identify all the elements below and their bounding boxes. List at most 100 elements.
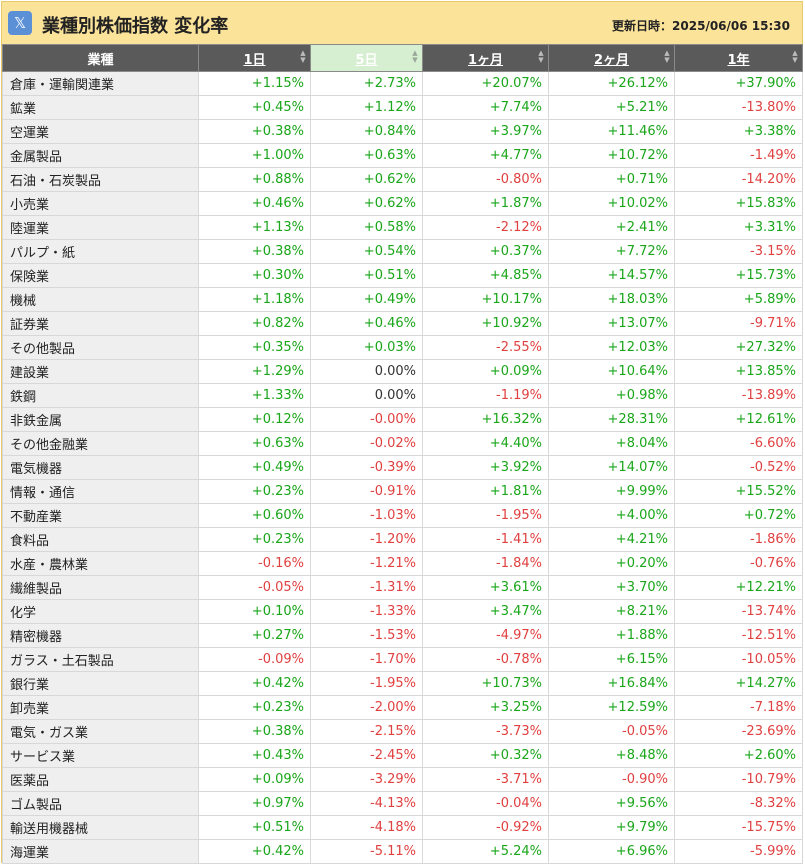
- sector-name-cell: 卸売業: [2, 695, 199, 720]
- change-2m-cell: +26.12%: [548, 71, 675, 96]
- change-1d-cell: +0.38%: [198, 239, 311, 264]
- table-row: 鉱業 +0.45% +1.12% +7.74% +5.21% -13.80%: [2, 95, 803, 120]
- table-row: 卸売業 +0.23% -2.00% +3.25% +12.59% -7.18%: [2, 695, 803, 720]
- change-5d-cell: +0.62%: [310, 167, 423, 192]
- change-1m-cell: -2.12%: [422, 215, 549, 240]
- sector-name-cell: 食料品: [2, 527, 199, 552]
- column-header-5d[interactable]: 5日 ▲ ▼: [310, 44, 423, 72]
- column-header-label: 2ヶ月: [593, 52, 630, 68]
- change-5d-cell: +0.46%: [310, 311, 423, 336]
- sector-name-cell: 電気機器: [2, 455, 199, 480]
- change-1d-cell: +0.63%: [198, 431, 311, 456]
- change-1y-cell: -0.76%: [674, 551, 803, 576]
- sector-name-cell: 水産・農林業: [2, 551, 199, 576]
- change-1y-cell: -13.89%: [674, 383, 803, 408]
- change-1m-cell: +3.25%: [422, 695, 549, 720]
- column-header-1y[interactable]: 1年 ▲ ▼: [674, 44, 803, 72]
- change-1d-cell: +0.23%: [198, 527, 311, 552]
- change-1y-cell: -10.05%: [674, 647, 803, 672]
- change-2m-cell: +10.72%: [548, 143, 675, 168]
- change-1y-cell: +15.83%: [674, 191, 803, 216]
- sector-name-cell: パルプ・紙: [2, 239, 199, 264]
- change-5d-cell: -0.91%: [310, 479, 423, 504]
- page-title: 業種別株価指数 変化率: [42, 16, 229, 37]
- change-1d-cell: +1.00%: [198, 143, 311, 168]
- change-5d-cell: +0.51%: [310, 263, 423, 288]
- table-row: 非鉄金属 +0.12% -0.00% +16.32% +28.31% +12.61%: [2, 407, 803, 432]
- x-logo-icon[interactable]: 𝕏: [8, 11, 32, 35]
- table-row: 海運業 +0.42% -5.11% +5.24% +6.96% -5.99%: [2, 839, 803, 864]
- table-row: 化学 +0.10% -1.33% +3.47% +8.21% -13.74%: [2, 599, 803, 624]
- change-1m-cell: +16.32%: [422, 407, 549, 432]
- sector-name-cell: 機械: [2, 287, 199, 312]
- change-5d-cell: -1.95%: [310, 671, 423, 696]
- change-1d-cell: +0.45%: [198, 95, 311, 120]
- sector-name-cell: 化学: [2, 599, 199, 624]
- change-1y-cell: -10.79%: [674, 767, 803, 792]
- change-2m-cell: +11.46%: [548, 119, 675, 144]
- sort-arrows-icon: ▲ ▼: [300, 49, 306, 64]
- sector-name-cell: 空運業: [2, 119, 199, 144]
- change-1d-cell: +1.15%: [198, 71, 311, 96]
- change-2m-cell: +16.84%: [548, 671, 675, 696]
- column-header-sector: 業種: [2, 44, 199, 72]
- change-1d-cell: +0.97%: [198, 791, 311, 816]
- change-1y-cell: -3.15%: [674, 239, 803, 264]
- change-5d-cell: +0.54%: [310, 239, 423, 264]
- sector-name-cell: 石油・石炭製品: [2, 167, 199, 192]
- change-5d-cell: -1.21%: [310, 551, 423, 576]
- change-1d-cell: +0.51%: [198, 815, 311, 840]
- change-2m-cell: +9.79%: [548, 815, 675, 840]
- change-1y-cell: +13.85%: [674, 359, 803, 384]
- change-2m-cell: +8.04%: [548, 431, 675, 456]
- change-1d-cell: +0.43%: [198, 743, 311, 768]
- sector-name-cell: 保険業: [2, 263, 199, 288]
- change-1m-cell: -2.55%: [422, 335, 549, 360]
- change-5d-cell: -0.00%: [310, 407, 423, 432]
- change-1m-cell: +0.32%: [422, 743, 549, 768]
- sector-name-cell: その他製品: [2, 335, 199, 360]
- change-1y-cell: -14.20%: [674, 167, 803, 192]
- sector-name-cell: 鉱業: [2, 95, 199, 120]
- sort-arrows-icon: ▲ ▼: [792, 49, 798, 64]
- change-2m-cell: +18.03%: [548, 287, 675, 312]
- change-2m-cell: +10.02%: [548, 191, 675, 216]
- change-1m-cell: +4.40%: [422, 431, 549, 456]
- change-1d-cell: +1.13%: [198, 215, 311, 240]
- change-1y-cell: +37.90%: [674, 71, 803, 96]
- sector-name-cell: 非鉄金属: [2, 407, 199, 432]
- table-row: 金属製品 +1.00% +0.63% +4.77% +10.72% -1.49%: [2, 143, 803, 168]
- change-5d-cell: -1.70%: [310, 647, 423, 672]
- change-1y-cell: -9.71%: [674, 311, 803, 336]
- column-header-1d[interactable]: 1日 ▲ ▼: [198, 44, 311, 72]
- change-2m-cell: +8.21%: [548, 599, 675, 624]
- change-2m-cell: +0.20%: [548, 551, 675, 576]
- change-2m-cell: +0.71%: [548, 167, 675, 192]
- sector-name-cell: ゴム製品: [2, 791, 199, 816]
- sector-name-cell: 銀行業: [2, 671, 199, 696]
- change-5d-cell: +0.03%: [310, 335, 423, 360]
- change-5d-cell: -0.02%: [310, 431, 423, 456]
- table-row: ガラス・土石製品 -0.09% -1.70% -0.78% +6.15% -10.05%: [2, 647, 803, 672]
- widget-header: 𝕏 業種別株価指数 変化率 更新日時：2025/06/06 15:30: [2, 2, 802, 44]
- change-1d-cell: +0.10%: [198, 599, 311, 624]
- change-5d-cell: -1.31%: [310, 575, 423, 600]
- table-row: 建設業 +1.29% 0.00% +0.09% +10.64% +13.85%: [2, 359, 803, 384]
- column-header-label: 5日: [355, 52, 378, 68]
- change-1m-cell: -3.71%: [422, 767, 549, 792]
- change-5d-cell: -4.18%: [310, 815, 423, 840]
- table-row: 電気・ガス業 +0.38% -2.15% -3.73% -0.05% -23.69%: [2, 719, 803, 744]
- change-5d-cell: +0.84%: [310, 119, 423, 144]
- change-1m-cell: +10.17%: [422, 287, 549, 312]
- column-header-1m[interactable]: 1ヶ月 ▲ ▼: [422, 44, 549, 72]
- column-header-2m[interactable]: 2ヶ月 ▲ ▼: [548, 44, 675, 72]
- table-body: 倉庫・運輸関連業 +1.15% +2.73% +20.07% +26.12% +37.90…: [2, 71, 803, 864]
- table-row: 倉庫・運輸関連業 +1.15% +2.73% +20.07% +26.12% +37.90…: [2, 71, 803, 96]
- change-1m-cell: +3.47%: [422, 599, 549, 624]
- sector-name-cell: 医薬品: [2, 767, 199, 792]
- change-1m-cell: -1.41%: [422, 527, 549, 552]
- table-row: ゴム製品 +0.97% -4.13% -0.04% +9.56% -8.32%: [2, 791, 803, 816]
- change-2m-cell: +6.96%: [548, 839, 675, 864]
- updated-timestamp: 更新日時：2025/06/06 15:30: [612, 19, 790, 33]
- table-row: 証券業 +0.82% +0.46% +10.92% +13.07% -9.71%: [2, 311, 803, 336]
